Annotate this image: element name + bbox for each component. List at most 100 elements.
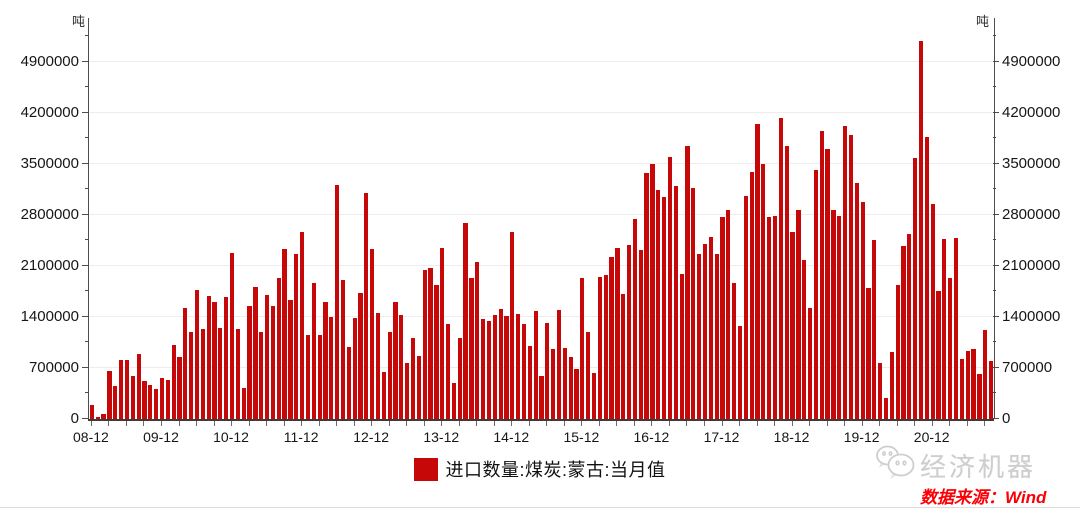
bar — [492, 314, 497, 419]
bar — [130, 375, 135, 419]
bar — [422, 269, 427, 419]
y-tick — [82, 315, 88, 317]
bar — [843, 125, 848, 419]
bar — [194, 289, 200, 419]
gridline — [89, 213, 994, 215]
bar — [218, 327, 223, 419]
x-tick — [125, 421, 127, 426]
bar — [352, 317, 357, 419]
y-minor-tick — [85, 341, 88, 343]
bar — [580, 278, 585, 419]
x-tick-label: 18-12 — [773, 429, 810, 445]
x-tick-label: 17-12 — [703, 429, 740, 445]
bar — [913, 158, 918, 419]
y-tick — [993, 315, 999, 317]
x-tick-label: 10-12 — [213, 429, 249, 445]
bar — [113, 386, 118, 419]
bar — [813, 169, 819, 419]
bar — [329, 316, 334, 419]
bar — [609, 257, 614, 419]
y-tick — [82, 366, 88, 368]
x-tick — [756, 421, 758, 426]
bar — [656, 190, 661, 419]
x-tick — [441, 421, 443, 426]
gridline — [89, 60, 994, 62]
legend: 进口数量:煤炭:蒙古:当月值 — [0, 454, 1080, 484]
data-source-note: 数据来源：Wind — [920, 488, 1047, 507]
bar — [323, 301, 328, 419]
bar — [807, 308, 813, 419]
bar — [907, 233, 912, 419]
x-tick-label: 09-12 — [143, 429, 179, 445]
bar — [802, 260, 807, 419]
bar — [200, 328, 205, 419]
y-tick — [993, 366, 999, 368]
bar — [708, 236, 713, 419]
bar — [364, 192, 369, 419]
bar — [673, 186, 678, 419]
bar — [720, 217, 725, 419]
x-tick — [563, 421, 565, 426]
x-tick — [283, 421, 285, 426]
y-tick-label: 700000 — [1002, 358, 1053, 376]
bar — [224, 296, 229, 419]
y-axis-unit-left: 吨 — [72, 14, 86, 29]
x-tick — [266, 421, 268, 426]
bar — [317, 335, 322, 419]
bar — [930, 203, 935, 419]
y-minor-tick — [993, 86, 996, 88]
bar — [504, 316, 509, 419]
bar — [819, 131, 824, 419]
y-minor-tick — [85, 239, 88, 241]
bar — [405, 363, 410, 419]
x-tick-label: 20-12 — [913, 429, 950, 445]
bar — [521, 324, 527, 419]
bar — [346, 346, 351, 419]
bar — [393, 301, 398, 419]
x-tick — [651, 421, 653, 426]
bar — [381, 371, 386, 419]
y-tick — [82, 162, 88, 164]
x-tick — [879, 421, 881, 426]
bar — [737, 326, 743, 419]
y-tick — [82, 60, 88, 62]
y-minor-tick — [993, 35, 996, 37]
bar — [107, 370, 112, 419]
bar — [965, 351, 970, 419]
bar — [486, 321, 492, 419]
x-tick-label: 13-12 — [423, 429, 460, 445]
x-tick — [388, 421, 390, 426]
x-tick — [458, 421, 460, 426]
x-tick — [406, 421, 408, 426]
x-tick — [616, 421, 618, 426]
x-tick — [143, 421, 145, 426]
y-tick — [82, 111, 88, 113]
x-tick — [528, 421, 530, 426]
bar — [767, 217, 772, 419]
bar — [451, 383, 457, 419]
x-tick — [844, 421, 846, 426]
bar — [370, 249, 375, 419]
bar — [825, 148, 830, 419]
bar — [895, 284, 900, 419]
bar — [189, 332, 194, 419]
bar — [416, 355, 421, 419]
x-tick — [896, 421, 898, 426]
bar — [626, 244, 632, 419]
bar — [586, 331, 591, 419]
bar — [697, 253, 702, 419]
x-tick — [984, 421, 986, 426]
bar — [796, 210, 801, 419]
bar — [702, 244, 708, 419]
y-tick — [82, 418, 88, 419]
x-tick — [108, 421, 110, 426]
x-tick — [966, 421, 968, 426]
x-tick — [178, 421, 180, 426]
y-axis-unit-right: 吨 — [976, 14, 990, 29]
bottom-divider — [0, 507, 1080, 508]
bar — [749, 171, 754, 419]
y-tick-label: 2800000 — [1002, 205, 1061, 223]
bar — [848, 134, 854, 419]
bar — [253, 287, 258, 419]
x-tick — [493, 421, 495, 426]
